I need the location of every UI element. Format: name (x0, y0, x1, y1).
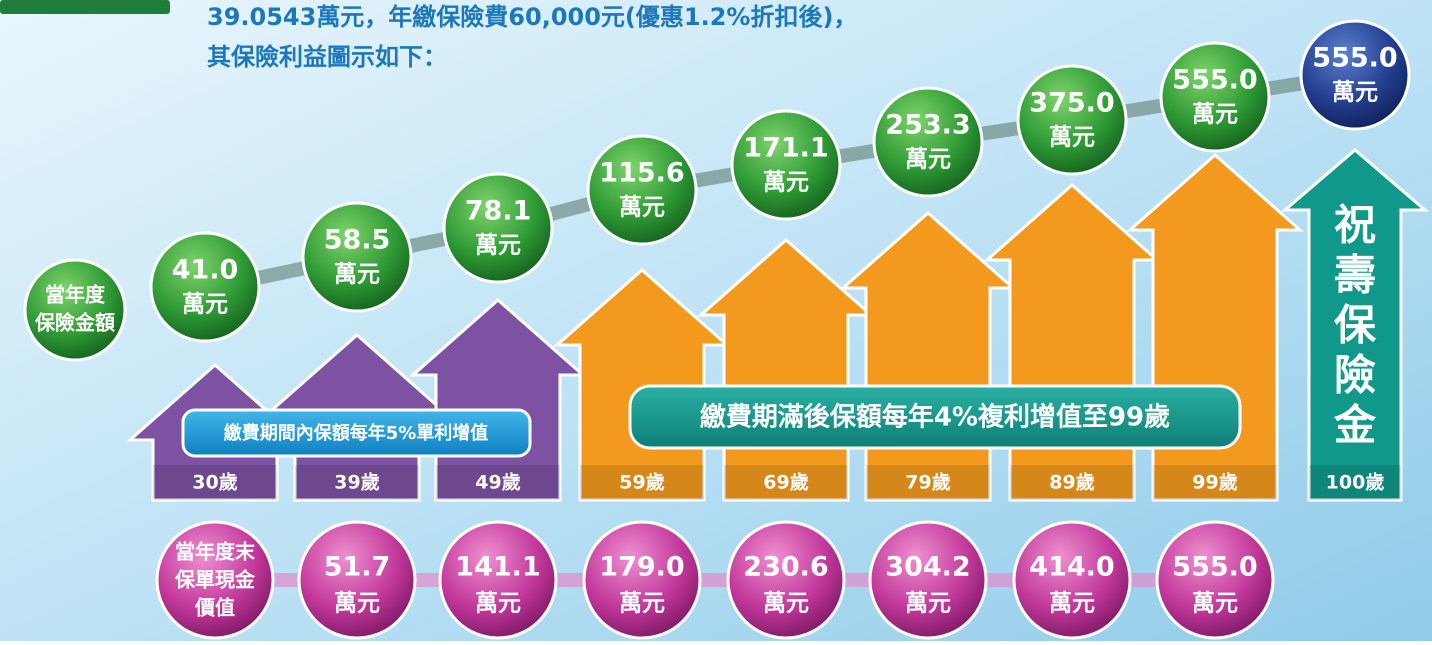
age-label: 69歲 (763, 471, 808, 494)
sum-unit: 萬元 (763, 170, 809, 196)
age-label: 39歲 (334, 471, 379, 494)
age-label: 30歲 (192, 471, 237, 494)
cash-label: 價值 (194, 596, 235, 620)
bubble (582, 520, 702, 640)
bubble (1016, 64, 1128, 176)
bubble (1159, 41, 1271, 153)
bubble (442, 172, 554, 284)
bubble (730, 109, 842, 221)
corner-tab (0, 0, 170, 14)
cash-unit: 萬元 (334, 591, 380, 617)
banner-text: 繳費期滿後保額每年4%複利增值至99歲 (700, 402, 1170, 433)
bubble (23, 258, 127, 362)
sum-unit: 萬元 (1049, 125, 1095, 151)
age-band (724, 465, 848, 500)
bubble (726, 520, 846, 640)
cash-value: 141.1 (455, 552, 540, 583)
age-label: 89歲 (1049, 471, 1094, 494)
sum-unit: 萬元 (475, 233, 521, 259)
age-band (866, 465, 990, 500)
cash-unit: 萬元 (905, 591, 951, 617)
cash-unit: 萬元 (1049, 591, 1095, 617)
header-line: 39.0543萬元，年繳保險費60,000元(優惠1.2%折扣後)， (207, 3, 857, 31)
bubble (1299, 19, 1411, 131)
bubble (1012, 520, 1132, 640)
final-arrow-char: 險 (1334, 351, 1376, 400)
bubble (586, 134, 698, 246)
age-band (1010, 465, 1134, 500)
bubble (438, 520, 558, 640)
cash-value: 555.0 (1172, 552, 1257, 583)
final-arrow-char: 祝 (1334, 201, 1376, 250)
age-band (580, 465, 704, 500)
sum-value: 115.6 (599, 158, 684, 189)
cash-unit: 萬元 (475, 591, 521, 617)
cash-unit: 萬元 (763, 591, 809, 617)
banner (181, 408, 532, 458)
final-arrow-char: 壽 (1334, 251, 1376, 300)
cash-value: 414.0 (1029, 552, 1114, 583)
cash-label: 保單現金 (174, 568, 256, 592)
sum-value: 41.0 (172, 255, 239, 286)
bubble (297, 520, 417, 640)
header-line: 其保險利益圖示如下： (207, 43, 447, 71)
sum-unit: 萬元 (1332, 80, 1378, 106)
cash-value: 51.7 (324, 552, 391, 583)
final-arrow-char: 保 (1334, 301, 1377, 350)
sum-label: 保險金額 (34, 311, 115, 335)
age-band (1309, 465, 1401, 500)
cash-value: 179.0 (599, 552, 684, 583)
sum-unit: 萬元 (619, 195, 665, 221)
bubble (872, 86, 984, 198)
age-label: 99歲 (1192, 471, 1237, 494)
sum-unit: 萬元 (182, 292, 228, 318)
sum-value: 78.1 (465, 196, 532, 227)
cash-label: 當年度末 (175, 540, 256, 564)
age-band (436, 465, 560, 500)
bubble (149, 231, 261, 343)
content: 39.0543萬元，年繳保險費60,000元(優惠1.2%折扣後)， 其保險利益圖… (23, 3, 1430, 640)
sum-value: 58.5 (324, 225, 391, 256)
bubble (301, 201, 413, 313)
age-label: 79歲 (905, 471, 950, 494)
age-band (295, 465, 419, 500)
sum-unit: 萬元 (1192, 102, 1238, 128)
sum-value: 555.0 (1312, 43, 1397, 74)
age-band (1153, 465, 1277, 500)
sum-unit: 萬元 (905, 147, 951, 173)
banner (628, 384, 1242, 450)
age-label: 59歲 (619, 471, 664, 494)
cash-unit: 萬元 (1192, 591, 1238, 617)
sum-value: 555.0 (1172, 65, 1257, 96)
banner-text: 繳費期間內保額每年5%單利增值 (224, 422, 489, 444)
sum-label: 當年度 (45, 283, 106, 307)
age-label: 100歲 (1326, 471, 1385, 494)
sum-value: 171.1 (743, 133, 828, 164)
bubble (1155, 520, 1275, 640)
age-band (153, 465, 277, 500)
sum-unit: 萬元 (334, 262, 380, 288)
growth-arrow (1280, 148, 1430, 502)
cash-value: 304.2 (885, 552, 970, 583)
age-label: 49歲 (475, 471, 520, 494)
sum-value: 253.3 (885, 110, 970, 141)
sum-value: 375.0 (1029, 88, 1114, 119)
bubble (868, 520, 988, 640)
final-arrow-char: 金 (1333, 401, 1377, 450)
cash-unit: 萬元 (619, 591, 665, 617)
cash-value: 230.6 (743, 552, 828, 583)
bubble (155, 520, 275, 640)
